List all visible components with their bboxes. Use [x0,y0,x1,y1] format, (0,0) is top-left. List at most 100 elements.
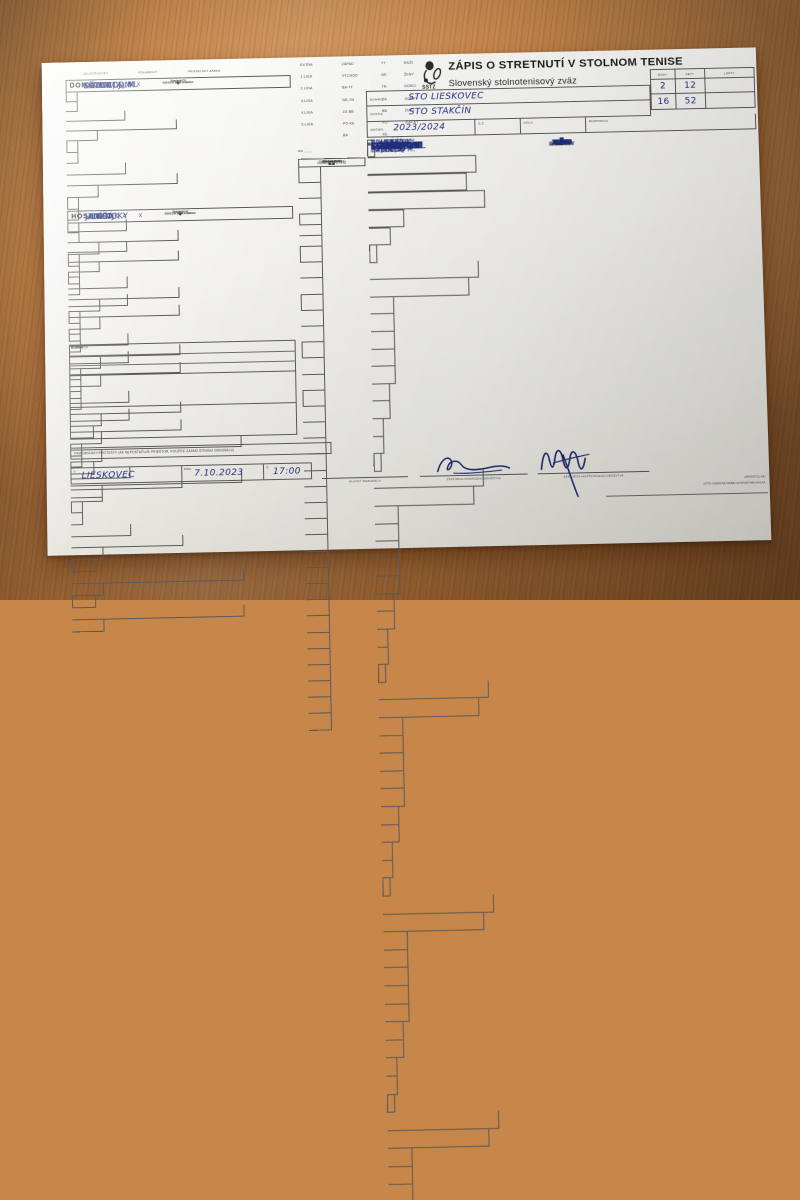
system-cell: B-Y [300,162,335,311]
system-cell: B-X [302,162,335,423]
match-row-code-cell: A [368,142,387,683]
notes-home-block: DOMÁCI [68,339,297,377]
away-roster-cell: A [67,212,181,285]
match-row-game-cell: 10/12 [383,138,572,951]
notes-away-block: HOSTIA [69,345,297,409]
away-points-value: 16 [657,96,670,107]
league-category-item: MUŽI [403,60,414,65]
system-cell: A-X [300,162,335,279]
match-row-point-cell: - [377,138,564,648]
match-row-point-cell: 1 [386,138,565,1095]
season-label: ROČNÍK [370,127,384,132]
away-roster-col-header: VRP [67,212,183,273]
match-row-code-cell: B [368,142,391,897]
date-label: DŇA [184,466,192,472]
system-cell: B-Y [300,162,335,327]
away-roster-cell [70,502,83,514]
match-row-game-cell [371,366,396,385]
away-team-value: STO STAKČÍN [408,106,472,118]
match-row-set-cell: 3 [372,138,565,420]
match-type-majstrovsky: MAJSTROVSKÝ [83,71,109,76]
league-category-item: PO-KE [342,121,355,126]
away-roster-cell: JANKAJ [68,210,180,319]
match-row-set-cell: 0 [376,138,565,613]
match-row-game-cell: 8/11 [374,138,570,525]
away-roster-col-header [67,233,80,244]
match-row-game-cell: 4/11 [383,138,570,969]
system-cell: A-X [299,162,335,263]
away-roster-cell [70,490,103,503]
score-header-body: BODY [649,68,676,79]
system-cell: D-Z [305,162,335,568]
away-points-cell: 16 [650,93,677,111]
match-header-balls: LOPTIČKY [368,141,575,211]
match-type-poharovy: POHÁROVÝ [138,70,158,75]
home-sets-value: 12 [684,80,697,91]
home-roster-col-header: VRP [66,81,181,142]
match-row-game-cell: 5/11 [370,138,570,315]
league-category-item: ŽENY [404,72,415,77]
match-row-game-cell [371,349,396,367]
home-roster-col-header [65,92,78,103]
home-team-value: STO LIESKOVEC [408,91,484,103]
system-cell: B-U [307,162,335,666]
mo-label: MO ____ [297,148,312,153]
away-sub-label-cell: Striedanie H1 [71,210,188,573]
system-cell: C-U [308,162,335,731]
away-roster-cell [68,317,101,330]
system-cell: A-Y [307,162,335,698]
system-cell: A-X [301,162,335,343]
match-row-game-cell: 2/11 [370,138,570,350]
match-row-game-cell [380,771,405,790]
match-row-game-cell: 2/11 [388,138,570,1168]
match-type-priatelsky: PRIATEĽSKÝ ZÁPAS [187,68,221,74]
season-cell: ROČNÍK 2023/2024 [366,119,476,138]
match-row-point-cell: - [381,138,564,861]
match-row-set-cell: 3 [381,138,565,843]
time-value: 17:00 [272,466,302,478]
match-row-away-cell: JANKAJ [377,141,480,719]
match-row-game-cell [376,576,401,595]
match-row-away-cell: HUŠŤÁK [377,141,490,1150]
league-category-item: BA-TT [342,85,354,90]
away-roster-table: HOSTIA A X DÁTUM NARODENIA PRIEZVISKO A MENO… [67,205,295,633]
system-pairing: C-U [328,162,336,167]
away-sub-name-cell [72,604,245,621]
match-row-code-cell [369,245,378,263]
system-col-header: 2 Skrátený systém [298,160,342,199]
match-row-game-cell: 3/11 [379,138,570,754]
system-cell: C-X [305,162,335,552]
system-subheader: Striedanie D1-H1 [299,160,341,237]
match-row-game-cell: 4/11 [375,138,570,560]
match-row-point-cell: 1 [373,138,565,455]
system-cell: A-Y [305,162,335,585]
system-col-header: 3 Úplný rozšírený systém [298,160,345,215]
system-cell: C-Z [303,162,335,439]
match-row-point-cell: - [372,138,564,437]
away-roster-col-header [67,223,80,234]
home-roster-cell: B [67,81,179,210]
system-cell: B-Z [308,162,335,715]
away-sub-vrp-cell [71,583,105,597]
system-cell: D-X [307,162,335,682]
away-roster-cell: X [68,212,181,296]
away-rep-signature [533,442,624,500]
cz-label: Č.Z. [478,121,485,126]
notes-referee-label: ROZHODCA [70,345,89,350]
home-roster-cell: SALANCI, M. [66,79,178,187]
system-subheader: Striedanie D1-H1 [299,160,341,226]
league-category-item: TN [381,85,387,90]
match-row-code-cell [373,453,382,472]
cz-cell: Č.Z. [475,118,522,136]
system-cell: C-Z [301,162,335,375]
home-sets-cell: 12 [675,77,706,94]
league-category-item: 3.LIGA [300,98,313,103]
league-category-item: 5.LIGA [301,122,314,127]
match-row-away-cell: LUKŠA [377,141,485,933]
protest-label: PRIPOMIENKY/PROTESTY (AK NEPOSTAČUJE PRI… [74,448,235,456]
home-balls-cell [705,76,756,94]
date-value: 7.10.2023 [194,467,244,479]
match-row-set-cell: 0 [385,138,565,1041]
match-record-sheet: MAJSTROVSKÝ POHÁROVÝ PRIATEĽSKÝ ZÁPAS EX… [37,40,772,1200]
match-row-game-cell [380,788,405,808]
